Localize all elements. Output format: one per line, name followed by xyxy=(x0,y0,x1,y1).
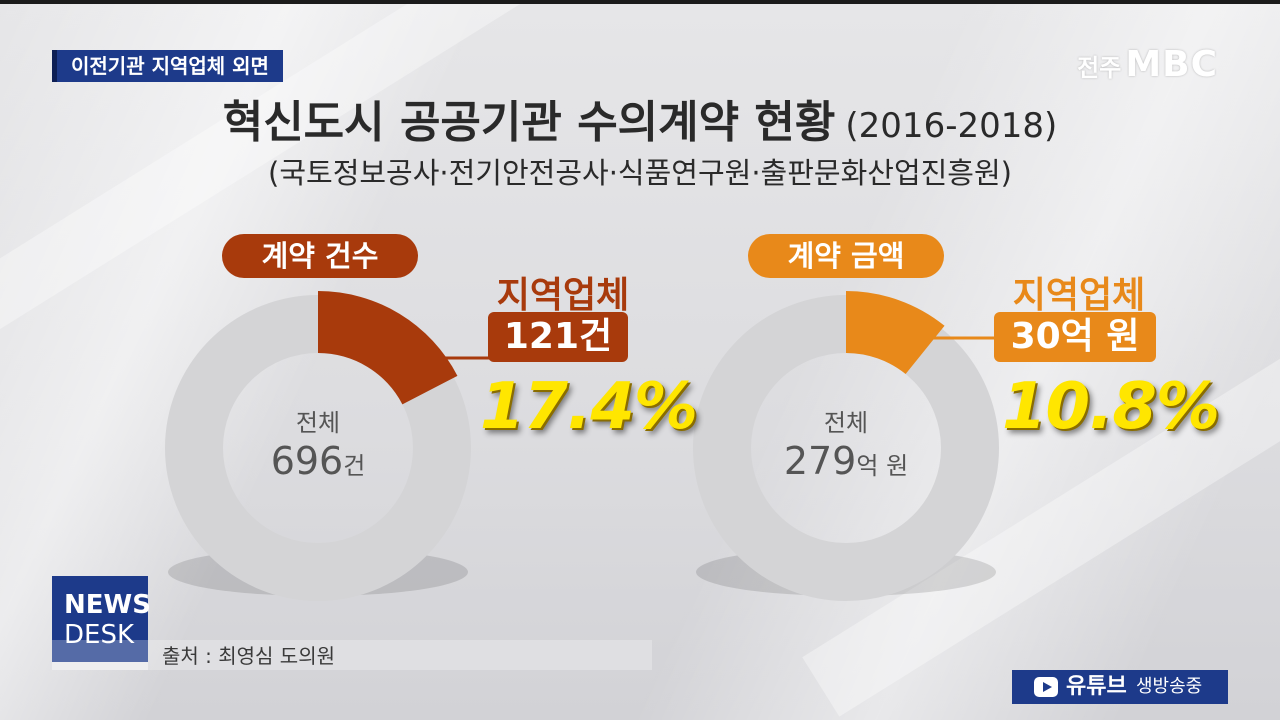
newsdesk-line1: NEWS xyxy=(64,590,151,620)
youtube-live-badge: 유튜브 생방송중 xyxy=(1012,670,1228,704)
page-subtitle: (국토정보공사·전기안전공사·식품연구원·출판문화산업진흥원) xyxy=(268,156,1012,190)
page-title: 혁신도시 공공기관 수의계약 현황 (2016-2018) xyxy=(0,86,1280,150)
local-share-count: 17.4% xyxy=(480,370,698,444)
total-value: 696 xyxy=(270,439,344,483)
local-value-amount: 30억 원 xyxy=(994,312,1156,362)
logo-main: MBC xyxy=(1125,44,1218,85)
logo-prefix: 전주 xyxy=(1077,54,1122,82)
total-label: 전체 xyxy=(295,409,341,437)
ring-center-amount: 전체 279억 원 xyxy=(736,408,956,486)
title-text: 혁신도시 공공기관 수의계약 현황 xyxy=(222,97,836,148)
total-unit: 억 원 xyxy=(856,452,909,480)
local-share-amount: 10.8% xyxy=(1002,370,1220,444)
newsdesk-logo: NEWS DESK xyxy=(52,576,151,670)
ring-center-count: 전체 696건 xyxy=(208,408,428,486)
youtube-sub: 생방송중 xyxy=(1136,676,1203,697)
local-label-count: 지역업체 xyxy=(496,275,630,316)
total-value-line: 696건 xyxy=(208,438,428,486)
local-value-count: 121건 xyxy=(488,312,628,362)
local-label-amount: 지역업체 xyxy=(1012,275,1146,316)
play-icon xyxy=(1034,677,1058,697)
total-value: 279 xyxy=(783,439,857,483)
topic-tag: 이전기관 지역업체 외면 xyxy=(52,50,283,82)
title-years: (2016-2018) xyxy=(845,106,1058,146)
total-unit: 건 xyxy=(343,452,366,480)
station-logo: 전주 MBC xyxy=(1077,44,1218,85)
newsdesk-line2: DESK xyxy=(64,620,135,650)
pill-count-title: 계약 건수 xyxy=(222,234,418,278)
source-credit: 출처 : 최영심 도의원 xyxy=(162,644,336,668)
newsdesk-bar xyxy=(52,662,148,670)
ring-local-slice-1 xyxy=(846,291,945,375)
footer-band xyxy=(52,640,652,670)
total-label: 전체 xyxy=(823,409,869,437)
youtube-label: 유튜브 xyxy=(1066,674,1127,699)
total-value-line: 279억 원 xyxy=(736,438,956,486)
ring-local-slice-0 xyxy=(318,291,458,405)
top-bar xyxy=(0,0,1280,4)
pill-amount-title: 계약 금액 xyxy=(748,234,944,278)
